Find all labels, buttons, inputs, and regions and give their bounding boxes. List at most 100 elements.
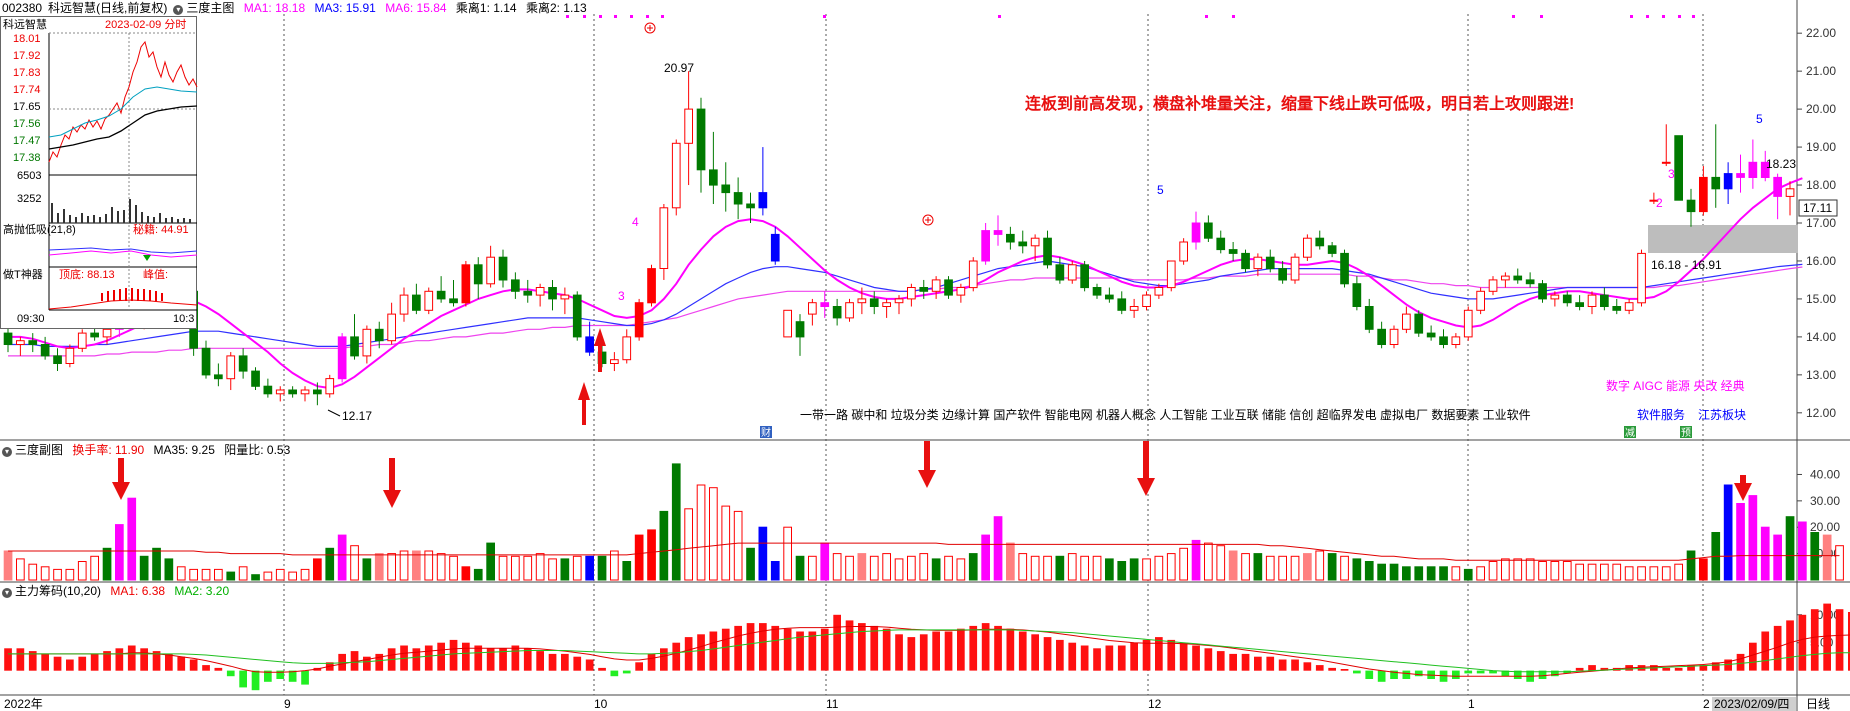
candle-body [399, 294, 409, 315]
candle-body [486, 256, 495, 285]
mini-vol-label-2: 3252 [17, 193, 42, 205]
candle-25 [313, 382, 322, 406]
x-label-jan: 1 [1468, 697, 1475, 711]
collapse-icon[interactable]: ▾ [2, 447, 12, 457]
mf-bar-118 [1464, 670, 1473, 674]
candle-body [1711, 176, 1721, 190]
candle-142 [1760, 150, 1770, 182]
mf-bar-89 [1105, 645, 1114, 671]
vol-bar-27 [337, 534, 347, 581]
mf-bar-38 [474, 645, 483, 671]
mini-price-1: 18.01 [13, 33, 41, 45]
candle-body [1105, 294, 1114, 300]
main-ytick-label-6: 18.00 [1806, 178, 1836, 192]
plus-marker-2 [922, 214, 934, 226]
candle-body [1129, 306, 1139, 311]
mf-bar-87 [1080, 645, 1089, 671]
vol-bar-141 [1748, 495, 1758, 581]
mf-bar-0 [4, 648, 12, 671]
candle-body [28, 340, 38, 346]
candle-116 [1439, 329, 1448, 349]
mf-ma2-path [8, 629, 1850, 673]
candle-52 [647, 264, 656, 307]
collapse-icon[interactable]: ▾ [173, 5, 184, 15]
candle-body [956, 287, 966, 296]
collapse-icon[interactable]: ▾ [2, 588, 12, 598]
mf-bar-80 [994, 625, 1002, 671]
candle-134 [1661, 124, 1671, 167]
mf-bar-64 [796, 631, 804, 671]
candle-54 [671, 139, 681, 216]
candle-104 [1290, 253, 1300, 284]
candle-24 [300, 386, 310, 402]
vol-bar-0 [3, 550, 13, 581]
vol-bar-68 [845, 555, 854, 581]
candle-84 [1043, 230, 1052, 269]
count-label-3b: 3 [1668, 167, 1675, 181]
vol-bar-64 [795, 555, 805, 581]
candle-124 [1538, 279, 1547, 303]
vol-bar-59 [733, 510, 743, 581]
vol-bar-75 [931, 558, 941, 581]
candle-body [622, 336, 632, 361]
vol-bar-146 [1810, 532, 1820, 581]
mf-bar-5 [66, 659, 74, 671]
candle-body [1303, 237, 1312, 258]
candle-27 [337, 333, 347, 383]
candle-body [1575, 302, 1585, 308]
candle-body [808, 302, 817, 315]
mf-bar-146 [1810, 609, 1819, 671]
mf-bar-113 [1402, 670, 1411, 679]
high-price-label: 20.97 [664, 61, 694, 75]
candle-51 [634, 298, 644, 341]
vol-bar-95 [1179, 547, 1189, 581]
candle-body [65, 347, 75, 364]
candle-body [1451, 336, 1461, 345]
candle-39 [486, 245, 495, 288]
low-pointer [327, 409, 341, 417]
vol-bar-127 [1575, 563, 1585, 581]
mf-bar-85 [1056, 639, 1064, 671]
candle-111 [1377, 321, 1387, 349]
x-label-sep: 9 [284, 697, 291, 711]
vol-bar-144 [1785, 516, 1795, 581]
mf-bar-24 [301, 670, 309, 685]
candle-body [1278, 268, 1288, 281]
candle-body [412, 294, 421, 311]
vol-bar-72 [894, 558, 904, 581]
mf-bar-53 [660, 648, 668, 671]
volume-bars [3, 463, 1844, 581]
mf-bar-65 [808, 631, 817, 671]
candle-body [1018, 241, 1028, 247]
candle-59 [733, 177, 743, 220]
candle-143 [1773, 173, 1783, 220]
vol-bar-74 [919, 553, 929, 581]
mf-bar-41 [511, 645, 520, 671]
candle-body [1117, 298, 1127, 311]
candle-81 [1006, 226, 1015, 250]
vol-bar-60 [746, 547, 755, 581]
candle-body [374, 328, 384, 342]
mf-bar-112 [1390, 670, 1398, 679]
candle-97 [1204, 215, 1213, 242]
candle-body [560, 294, 570, 300]
candle-88 [1092, 283, 1102, 299]
mf-bar-16 [202, 665, 210, 671]
mf-bar-50 [622, 670, 631, 674]
vol-bar-108 [1340, 555, 1349, 581]
candle-112 [1389, 325, 1399, 349]
mf-bar-3 [41, 653, 49, 671]
ma3-value: MA3: 15.91 [314, 1, 376, 15]
candle-67 [832, 298, 842, 326]
vol-bar-94 [1166, 553, 1176, 581]
vol-bar-1 [16, 558, 25, 581]
intraday-mini-window[interactable]: 科远智慧 2023-02-09 分时 18.01 17.92 17.83 17.… [0, 16, 198, 329]
candle-5 [65, 344, 75, 368]
candle-78 [968, 257, 978, 292]
concept-tag-jiangsu: 江苏板块 [1698, 408, 1746, 422]
candle-body [1723, 173, 1733, 190]
candle-body [647, 268, 656, 304]
candle-144 [1785, 181, 1795, 216]
mf-bar-97 [1204, 648, 1213, 671]
vol-bar-25 [313, 558, 322, 581]
